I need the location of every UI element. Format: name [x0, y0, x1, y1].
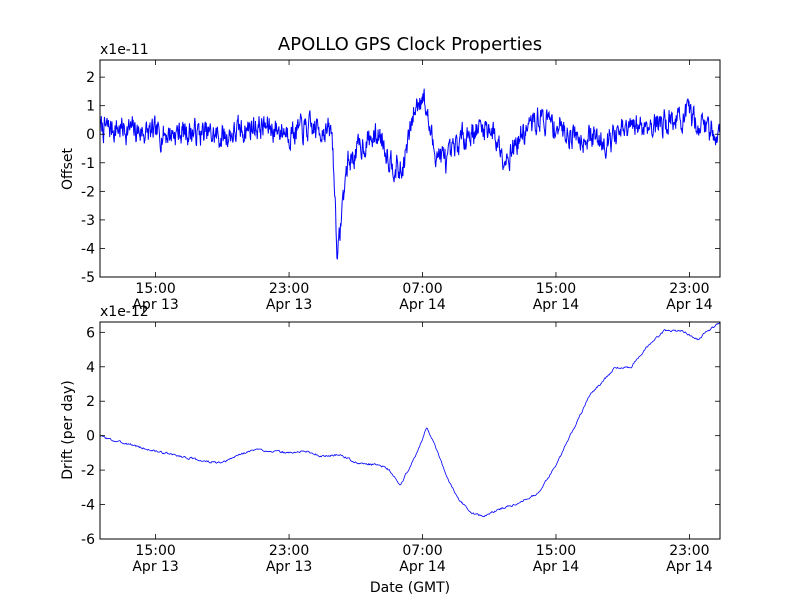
offset-y-tick-label: -1	[81, 156, 95, 172]
drift-x-axis-label: Date (GMT)	[370, 580, 450, 596]
offset-series-line	[100, 88, 720, 260]
offset-x-tick-label-date: Apr 13	[132, 297, 178, 313]
offset-x-tick-label-time: 15:00	[135, 281, 175, 297]
drift-y-tick-label: 6	[86, 325, 95, 341]
offset-x-tick-label-time: 23:00	[669, 281, 709, 297]
offset-x-tick-label-date: Apr 14	[399, 297, 446, 313]
offset-x-tick-label-time: 15:00	[536, 281, 576, 297]
offset-x-tick-label-time: 07:00	[402, 281, 442, 297]
drift-plot-frame	[99, 321, 721, 540]
offset-plot-frame	[99, 59, 721, 278]
offset-y-tick-label: 2	[86, 70, 95, 86]
drift-x-tick-label-time: 15:00	[536, 543, 576, 559]
drift-x-tick-label-time: 23:00	[669, 543, 709, 559]
offset-y-tick-label: -2	[81, 184, 95, 200]
offset-x-tick-label-date: Apr 14	[533, 297, 580, 313]
drift-y-tick-label: -2	[81, 463, 95, 479]
offset-y-tick-label: 1	[86, 99, 95, 115]
offset-x-tick-label-time: 23:00	[269, 281, 309, 297]
offset-scale-label: x1e-11	[100, 42, 149, 58]
drift-x-tick-label-time: 23:00	[269, 543, 309, 559]
drift-x-tick-label-time: 07:00	[402, 543, 442, 559]
drift-scale-label: x1e-12	[100, 304, 149, 320]
drift-y-tick-label: -6	[81, 532, 95, 548]
drift-x-tick-label-time: 15:00	[135, 543, 175, 559]
drift-x-tick-label-date: Apr 14	[399, 559, 446, 575]
drift-x-tick-label-date: Apr 13	[266, 559, 312, 575]
drift-series-line	[100, 322, 720, 518]
drift-y-tick-label: -4	[81, 498, 95, 514]
offset-y-tick-label: 0	[86, 127, 95, 143]
offset-y-axis-label: Offset	[60, 147, 76, 190]
offset-y-tick-label: -5	[81, 270, 95, 286]
offset-y-tick-label: -3	[81, 213, 95, 229]
offset-x-tick-label-date: Apr 14	[666, 297, 713, 313]
drift-x-tick-label-date: Apr 13	[132, 559, 178, 575]
drift-y-tick-label: 4	[86, 360, 95, 376]
drift-y-axis-label: Drift (per day)	[60, 380, 76, 479]
offset-y-tick-label: -4	[81, 241, 95, 257]
drift-y-tick-label: 0	[86, 429, 95, 445]
drift-y-tick-label: 2	[86, 394, 95, 410]
chart-title: APOLLO GPS Clock Properties	[278, 34, 542, 55]
drift-panel: x1e-12 Drift (per day) Date (GMT) -6 -4 -2…	[60, 304, 721, 596]
drift-x-tick-label-date: Apr 14	[533, 559, 580, 575]
offset-x-tick-label-date: Apr 13	[266, 297, 312, 313]
drift-x-tick-label-date: Apr 14	[666, 559, 713, 575]
